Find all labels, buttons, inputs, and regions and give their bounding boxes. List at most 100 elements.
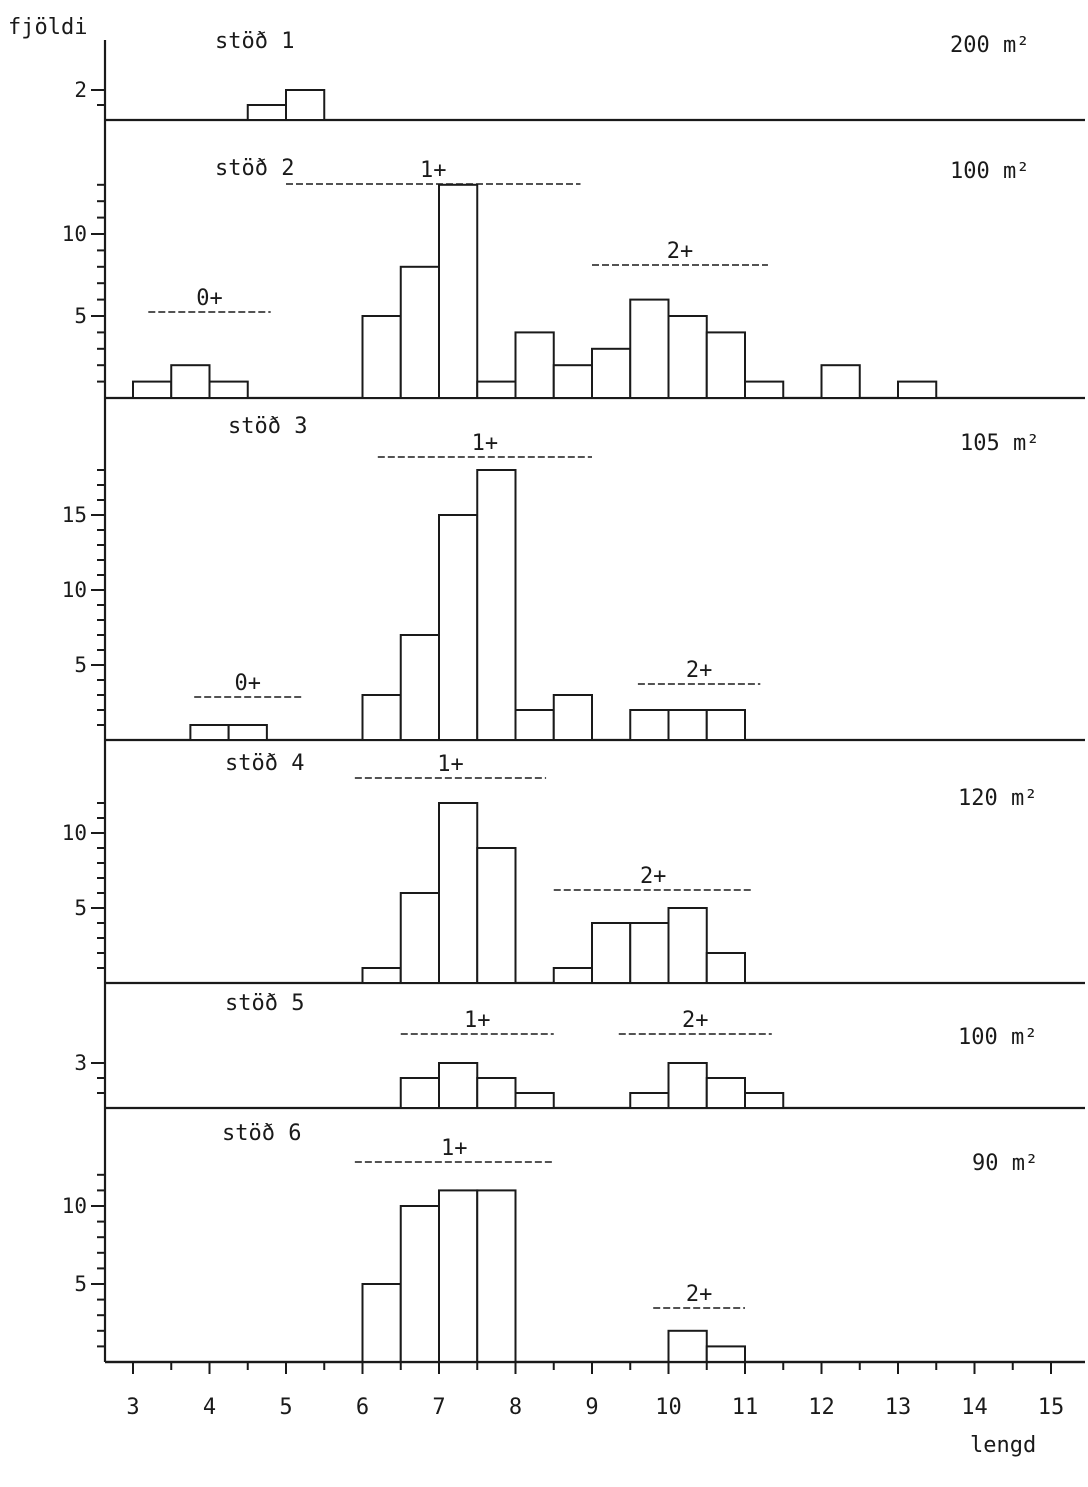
panel-5: 3 1+ 2+ stöð 5 100 m² (74, 983, 1085, 1110)
y-tick-label: 5 (74, 653, 87, 677)
x-tick-label: 13 (885, 1395, 912, 1420)
histogram-bar (399, 1205, 440, 1363)
x-tick-label: 10 (655, 1395, 682, 1420)
y-tick-label: 10 (62, 222, 87, 246)
cohort-label: 2+ (686, 658, 713, 683)
histogram-bar (667, 907, 708, 984)
histogram-bar (552, 364, 593, 400)
cohort-label: 1+ (464, 1008, 491, 1033)
histogram-bar (170, 364, 211, 400)
histogram-bar (591, 347, 632, 399)
y-tick-label: 5 (74, 1272, 87, 1296)
histogram-bar (132, 380, 173, 400)
x-axis: 3 4 5 6 7 8 9 10 11 12 13 14 15 (105, 1360, 1085, 1420)
cohort-label: 0+ (235, 671, 262, 696)
station-area: 120 m² (958, 786, 1037, 811)
cohort-label: 2+ (686, 1282, 713, 1307)
panel-6: 5 10 1+ 2+ stöð 6 90 m² (62, 1108, 1085, 1364)
histogram-bar (897, 380, 938, 400)
histogram-bar (361, 967, 402, 984)
station-name: stöð 5 (225, 991, 304, 1016)
y-tick-label: 3 (74, 1051, 87, 1075)
histogram-bar (438, 1189, 479, 1364)
histogram-bar (667, 1062, 708, 1109)
histogram-bar (514, 709, 555, 741)
histogram-bar (629, 922, 670, 984)
histogram-bar (208, 380, 249, 400)
x-tick-label: 3 (126, 1395, 139, 1420)
x-tick-label: 5 (279, 1395, 292, 1420)
x-tick-label: 11 (732, 1395, 759, 1420)
station-name: stöð 3 (228, 414, 307, 439)
cohort-label: 2+ (682, 1008, 709, 1033)
panel-2: 5 10 0+ 1+ 2+ stöð 2 100 m² (62, 120, 1085, 400)
histogram-bar (361, 1283, 402, 1363)
cohort-label: 1+ (437, 752, 464, 777)
histogram-bar (820, 364, 861, 400)
histogram-bar (705, 709, 746, 741)
station-area: 105 m² (960, 431, 1039, 456)
histogram-bar (361, 694, 402, 741)
histogram-bar (629, 298, 670, 400)
histogram-bar (667, 709, 708, 741)
station-name: stöð 2 (215, 156, 294, 181)
x-tick-label: 9 (585, 1395, 598, 1420)
histogram-bar (744, 380, 785, 400)
histogram-bar (438, 514, 479, 741)
histogram-bar (744, 1092, 785, 1109)
histogram-bar (629, 709, 670, 741)
panel-1: 2 stöð 1 200 m² (74, 29, 1085, 122)
histogram-bar (399, 892, 440, 984)
x-axis-label: lengd (970, 1433, 1036, 1458)
histogram-bar (476, 380, 517, 400)
y-axis-label: fjöldi (8, 15, 87, 40)
panel-4: 5 10 1+ 2+ stöð 4 120 m² (62, 740, 1085, 985)
histogram-bar (246, 104, 287, 121)
histogram-bar (552, 967, 593, 984)
histogram-bar (552, 694, 593, 741)
histogram-bar (705, 1077, 746, 1109)
x-tick-label: 6 (356, 1395, 369, 1420)
histogram-bar (667, 1329, 708, 1364)
panel-3: 5 10 15 0+ 1+ 2+ stöð 3 105 m² (62, 398, 1085, 742)
y-tick-label: 10 (62, 1194, 87, 1218)
histogram-bar (438, 1062, 479, 1109)
cohort-label: 0+ (196, 286, 223, 311)
histogram-bar (399, 1077, 440, 1109)
histogram-bar (476, 847, 517, 984)
station-name: stöð 4 (225, 751, 304, 776)
station-name: stöð 6 (222, 1121, 301, 1146)
histogram-bar (227, 724, 268, 741)
histogram-bar (629, 1092, 670, 1109)
histogram-bar (361, 315, 402, 399)
x-tick-label: 15 (1038, 1395, 1065, 1420)
histogram-bar (476, 1077, 517, 1109)
y-tick-label: 5 (74, 896, 87, 920)
cohort-label: 1+ (441, 1136, 468, 1161)
y-tick-label: 10 (62, 578, 87, 602)
panels: 2 stöð 1 200 m² 5 10 0+ 1+ 2+ stöð 2 100 m² 5 10 15 0… (62, 29, 1085, 1364)
histogram-bar (705, 1345, 746, 1364)
x-tick-label: 7 (432, 1395, 445, 1420)
histogram-bar (514, 1092, 555, 1109)
histogram-bar (438, 802, 479, 984)
cohort-label: 2+ (667, 239, 694, 264)
histogram-bar (399, 634, 440, 741)
histogram-bar (667, 315, 708, 399)
histogram-bar (285, 89, 326, 121)
station-area: 100 m² (950, 159, 1029, 184)
x-tick-label: 14 (961, 1395, 988, 1420)
station-area: 90 m² (972, 1151, 1038, 1176)
y-tick-label: 2 (74, 78, 87, 102)
station-area: 100 m² (958, 1025, 1037, 1050)
histogram-bar (705, 331, 746, 399)
y-tick-label: 5 (74, 304, 87, 328)
histogram-bar (514, 331, 555, 399)
x-tick-label: 12 (808, 1395, 835, 1420)
y-tick-label: 15 (62, 503, 87, 527)
histogram-bar (591, 922, 632, 984)
station-area: 200 m² (950, 33, 1029, 58)
x-tick-label: 8 (509, 1395, 522, 1420)
histogram-bar (399, 265, 440, 399)
